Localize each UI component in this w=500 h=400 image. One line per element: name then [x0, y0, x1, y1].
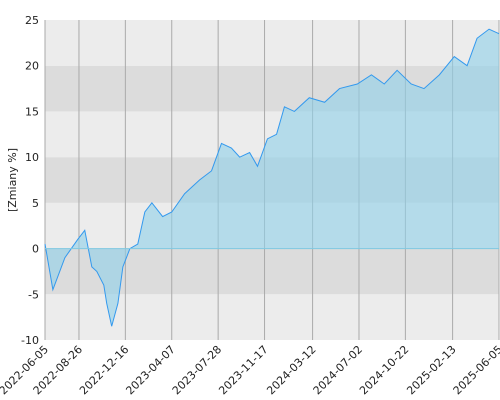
- y-tick-label: 0: [32, 243, 39, 256]
- y-tick-label: 25: [25, 14, 39, 27]
- y-tick-label: 5: [32, 197, 39, 210]
- y-tick-label: -10: [21, 334, 39, 347]
- y-axis-label: [Zmiany %]: [6, 148, 19, 212]
- band: [45, 20, 499, 66]
- x-tick-label: 2024-10-22: [357, 343, 411, 397]
- y-tick-label: 10: [25, 151, 39, 164]
- y-tick-label: 20: [25, 60, 39, 73]
- y-tick-label: 15: [25, 105, 39, 118]
- x-tick-label: 2025-06-05: [451, 343, 500, 397]
- y-tick-label: -5: [28, 288, 39, 301]
- band: [45, 294, 499, 340]
- x-tick-label: 2023-11-17: [216, 343, 270, 397]
- area: [45, 29, 499, 327]
- line: [44, 28, 500, 327]
